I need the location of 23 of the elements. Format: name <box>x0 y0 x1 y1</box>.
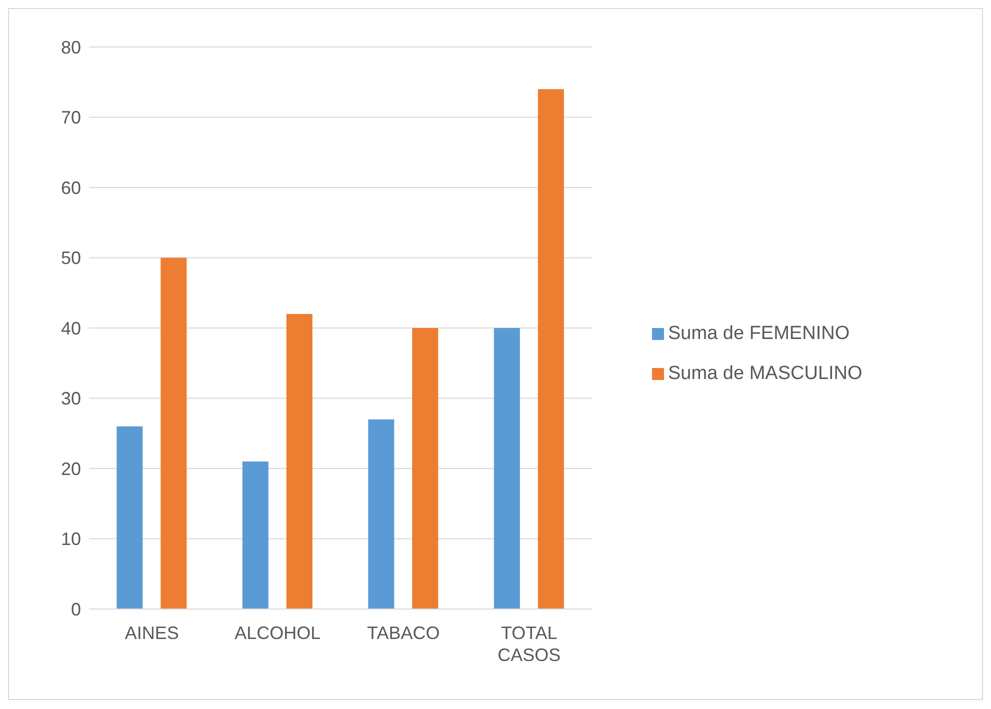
bar <box>538 89 564 609</box>
bar <box>286 314 312 609</box>
bar <box>368 419 394 609</box>
x-tick-label: TOTAL CASOS <box>498 623 561 665</box>
y-tick-label: 20 <box>60 458 81 479</box>
bar <box>412 328 438 609</box>
y-tick-label: 70 <box>60 108 81 128</box>
y-tick-label: 80 <box>60 37 81 58</box>
y-tick-label: 50 <box>60 248 81 268</box>
legend-label: Suma de FEMENINO <box>668 323 850 344</box>
bar <box>116 426 143 609</box>
bar <box>242 461 268 609</box>
x-tick-label: TABACO <box>367 623 440 643</box>
y-tick-label: 30 <box>60 388 81 409</box>
legend-label: Suma de MASCULINO <box>668 363 862 384</box>
y-tick-label: 60 <box>60 178 81 198</box>
y-tick-label: 10 <box>60 529 81 550</box>
bar <box>160 258 187 609</box>
y-tick-label: 0 <box>70 599 81 620</box>
y-tick-label: 40 <box>60 318 81 338</box>
x-tick-label: ALCOHOL <box>234 623 321 643</box>
x-tick-label: AINES <box>124 623 179 643</box>
bar <box>494 328 520 609</box>
